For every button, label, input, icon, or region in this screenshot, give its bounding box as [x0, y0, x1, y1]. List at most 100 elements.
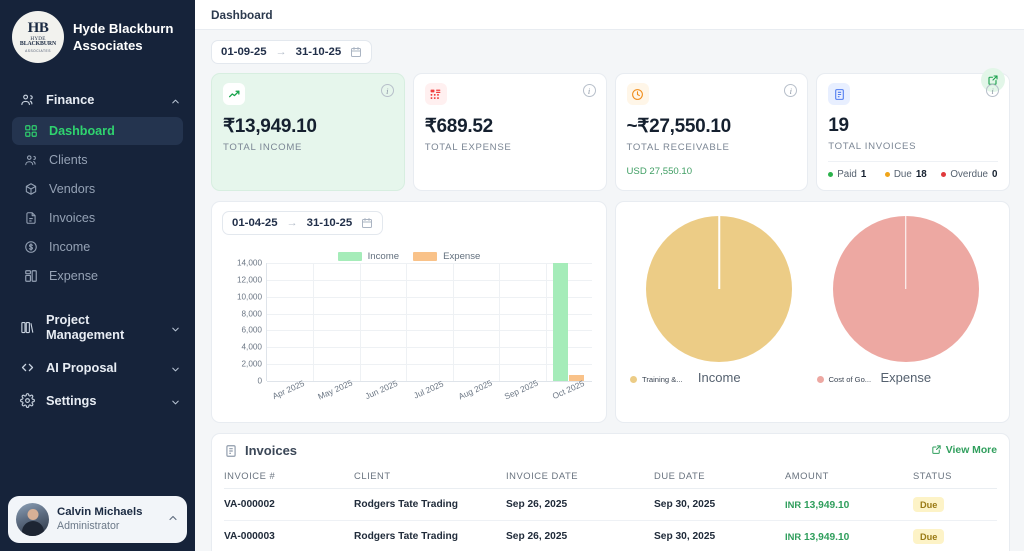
cell-currency: INR	[785, 530, 802, 542]
invoices-card: Invoices View More INVOICE # CLIENT	[211, 433, 1010, 551]
sidebar-group-settings[interactable]: Settings	[0, 384, 195, 417]
sidebar-nav: Finance Dashboard Clients	[0, 75, 195, 551]
x-tick: Sep 2025	[502, 377, 540, 402]
sidebar-group-project-management[interactable]: Project Management	[0, 303, 195, 351]
cell-due-date: Sep 30, 2025	[654, 488, 785, 521]
x-tick: Apr 2025	[271, 378, 307, 402]
profile-name: Calvin Michaels	[57, 506, 143, 519]
kpi-card-total-expense[interactable]: i ₹689.52 TOTAL EXPENSE	[412, 73, 607, 191]
x-tick: Aug 2025	[456, 377, 494, 402]
status-label-paid: Paid	[837, 169, 857, 180]
profile-role: Administrator	[57, 519, 120, 532]
page-date-range-picker[interactable]: 01-09-25 → 31-10-25	[211, 40, 373, 64]
invoice-icon	[224, 444, 238, 458]
y-tick: 10,000	[236, 292, 262, 302]
info-icon[interactable]: i	[986, 84, 999, 97]
chart-range-end: 31-10-25	[306, 217, 353, 229]
pie-legend-expense[interactable]: Cost of Go...	[816, 375, 871, 384]
kpi-card-total-receivable[interactable]: i ~₹27,550.10 TOTAL RECEIVABLE USD 27,55…	[614, 73, 809, 191]
chart-date-range-picker[interactable]: 01-04-25 → 31-10-25	[222, 211, 384, 235]
logo-monogram: HB	[27, 20, 49, 37]
column-header-due-date: DUE DATE	[654, 467, 785, 489]
sidebar-group-finance[interactable]: Finance	[0, 83, 195, 116]
kpi-value: ₹689.52	[424, 116, 493, 137]
cell-status: Due	[913, 520, 997, 551]
x-tick: May 2025	[316, 377, 354, 402]
sidebar-group-label: Project Management	[46, 312, 125, 342]
view-more-link[interactable]: View More	[931, 444, 997, 458]
chevron-down-icon[interactable]	[170, 322, 181, 333]
charts-row: 01-04-25 → 31-10-25 Income	[211, 201, 1010, 423]
info-icon[interactable]: i	[582, 84, 596, 97]
status-dot-overdue	[941, 172, 947, 177]
sidebar-item-expense[interactable]: Expense	[12, 262, 183, 290]
kpi-value: 19	[828, 115, 849, 136]
bar-income-oct[interactable]	[553, 263, 569, 381]
blocks-icon	[24, 269, 38, 283]
cell-invoice-number: VA-000003	[224, 520, 354, 551]
status-paid: Paid 1	[828, 169, 885, 180]
chevron-down-icon[interactable]	[170, 395, 181, 406]
bar-group-jun	[359, 263, 406, 381]
trending-up-icon	[223, 83, 245, 105]
sidebar-item-label: Dashboard	[49, 124, 115, 138]
sidebar-group-label: AI Proposal	[46, 360, 118, 375]
coin-icon	[24, 240, 38, 254]
sidebar-item-income[interactable]: Income	[12, 233, 183, 261]
x-tick: Jul 2025	[412, 378, 446, 401]
legend-label-expense: Expense	[443, 251, 481, 262]
chevron-up-icon[interactable]	[170, 94, 181, 105]
chevron-down-icon[interactable]	[170, 362, 181, 373]
kpi-card-total-income[interactable]: i ₹13,949.10 TOTAL INCOME	[211, 73, 405, 191]
sidebar-item-dashboard[interactable]: Dashboard	[12, 117, 183, 145]
pie-income[interactable]	[646, 216, 793, 362]
brand[interactable]: HB HYDE BLACKBURN ASSOCIATES Hyde Blackb…	[0, 0, 195, 75]
sidebar-subnav-finance: Dashboard Clients Vendors	[0, 116, 195, 295]
pie-title-expense: Expense	[880, 370, 932, 385]
pie-legend-income[interactable]: Training &...	[630, 375, 683, 384]
sidebar-group-ai-proposal[interactable]: AI Proposal	[0, 351, 195, 384]
info-icon[interactable]: i	[380, 84, 394, 97]
content: 01-09-25 → 31-10-25 i ₹13,949.10 TOTAL I…	[195, 30, 1024, 551]
sidebar-item-invoices[interactable]: Invoices	[12, 204, 183, 232]
invoice-status-legend: Paid 1 Due 18 Overdue 0	[828, 161, 998, 180]
external-link-icon	[931, 444, 942, 458]
pie-expense[interactable]	[832, 216, 979, 362]
chart-bars	[266, 263, 592, 381]
pie-title-income: Income	[697, 370, 741, 385]
column-header-amount: AMOUNT	[785, 467, 913, 489]
table-row[interactable]: VA-000003 Rodgers Tate Trading Sep 26, 2…	[224, 520, 997, 551]
chart-gridlines	[266, 263, 592, 382]
sidebar-group-label: Finance	[46, 92, 95, 107]
gear-icon	[20, 393, 35, 408]
kpi-card-total-invoices[interactable]: i 19 TOTAL INVOICES Paid 1 Due 18	[816, 68, 1010, 191]
status-dot-paid	[828, 172, 834, 177]
chevron-up-icon[interactable]	[167, 511, 179, 529]
logo-line-2: BLACKBURN	[19, 41, 57, 48]
brand-name: Hyde Blackburn Associates	[73, 20, 174, 53]
user-profile-card[interactable]: Calvin Michaels Administrator	[8, 496, 187, 543]
main-area: Dashboard 01-09-25 → 31-10-25 i ₹13,949.…	[195, 0, 1024, 551]
bar-group-oct[interactable]	[545, 263, 592, 381]
status-label-overdue: Overdue	[950, 169, 988, 180]
column-header-invoice: INVOICE #	[224, 467, 354, 489]
sidebar-item-clients[interactable]: Clients	[12, 146, 183, 174]
chart-range-start: 01-04-25	[232, 217, 278, 229]
invoices-title: Invoices	[245, 443, 298, 458]
cell-status: Due	[913, 488, 997, 521]
legend-item-expense[interactable]: Expense	[413, 251, 480, 262]
legend-item-income[interactable]: Income	[337, 251, 399, 262]
users-icon	[24, 153, 38, 167]
cell-amount-value: 13,949.10	[804, 531, 850, 543]
bar-group-jul	[406, 263, 453, 381]
sidebar-item-vendors[interactable]: Vendors	[12, 175, 183, 203]
kpi-label: TOTAL EXPENSE	[424, 142, 512, 153]
bar-group-apr	[266, 263, 313, 381]
sidebar-item-label: Income	[49, 240, 91, 254]
table-row[interactable]: VA-000002 Rodgers Tate Trading Sep 26, 2…	[224, 488, 997, 521]
pie-charts-card: Training &... Income Cost of Go... Expen…	[615, 201, 1010, 423]
kpi-value: ₹13,949.10	[223, 116, 317, 137]
bar-expense-oct[interactable]	[569, 375, 585, 381]
info-icon[interactable]: i	[784, 84, 798, 97]
